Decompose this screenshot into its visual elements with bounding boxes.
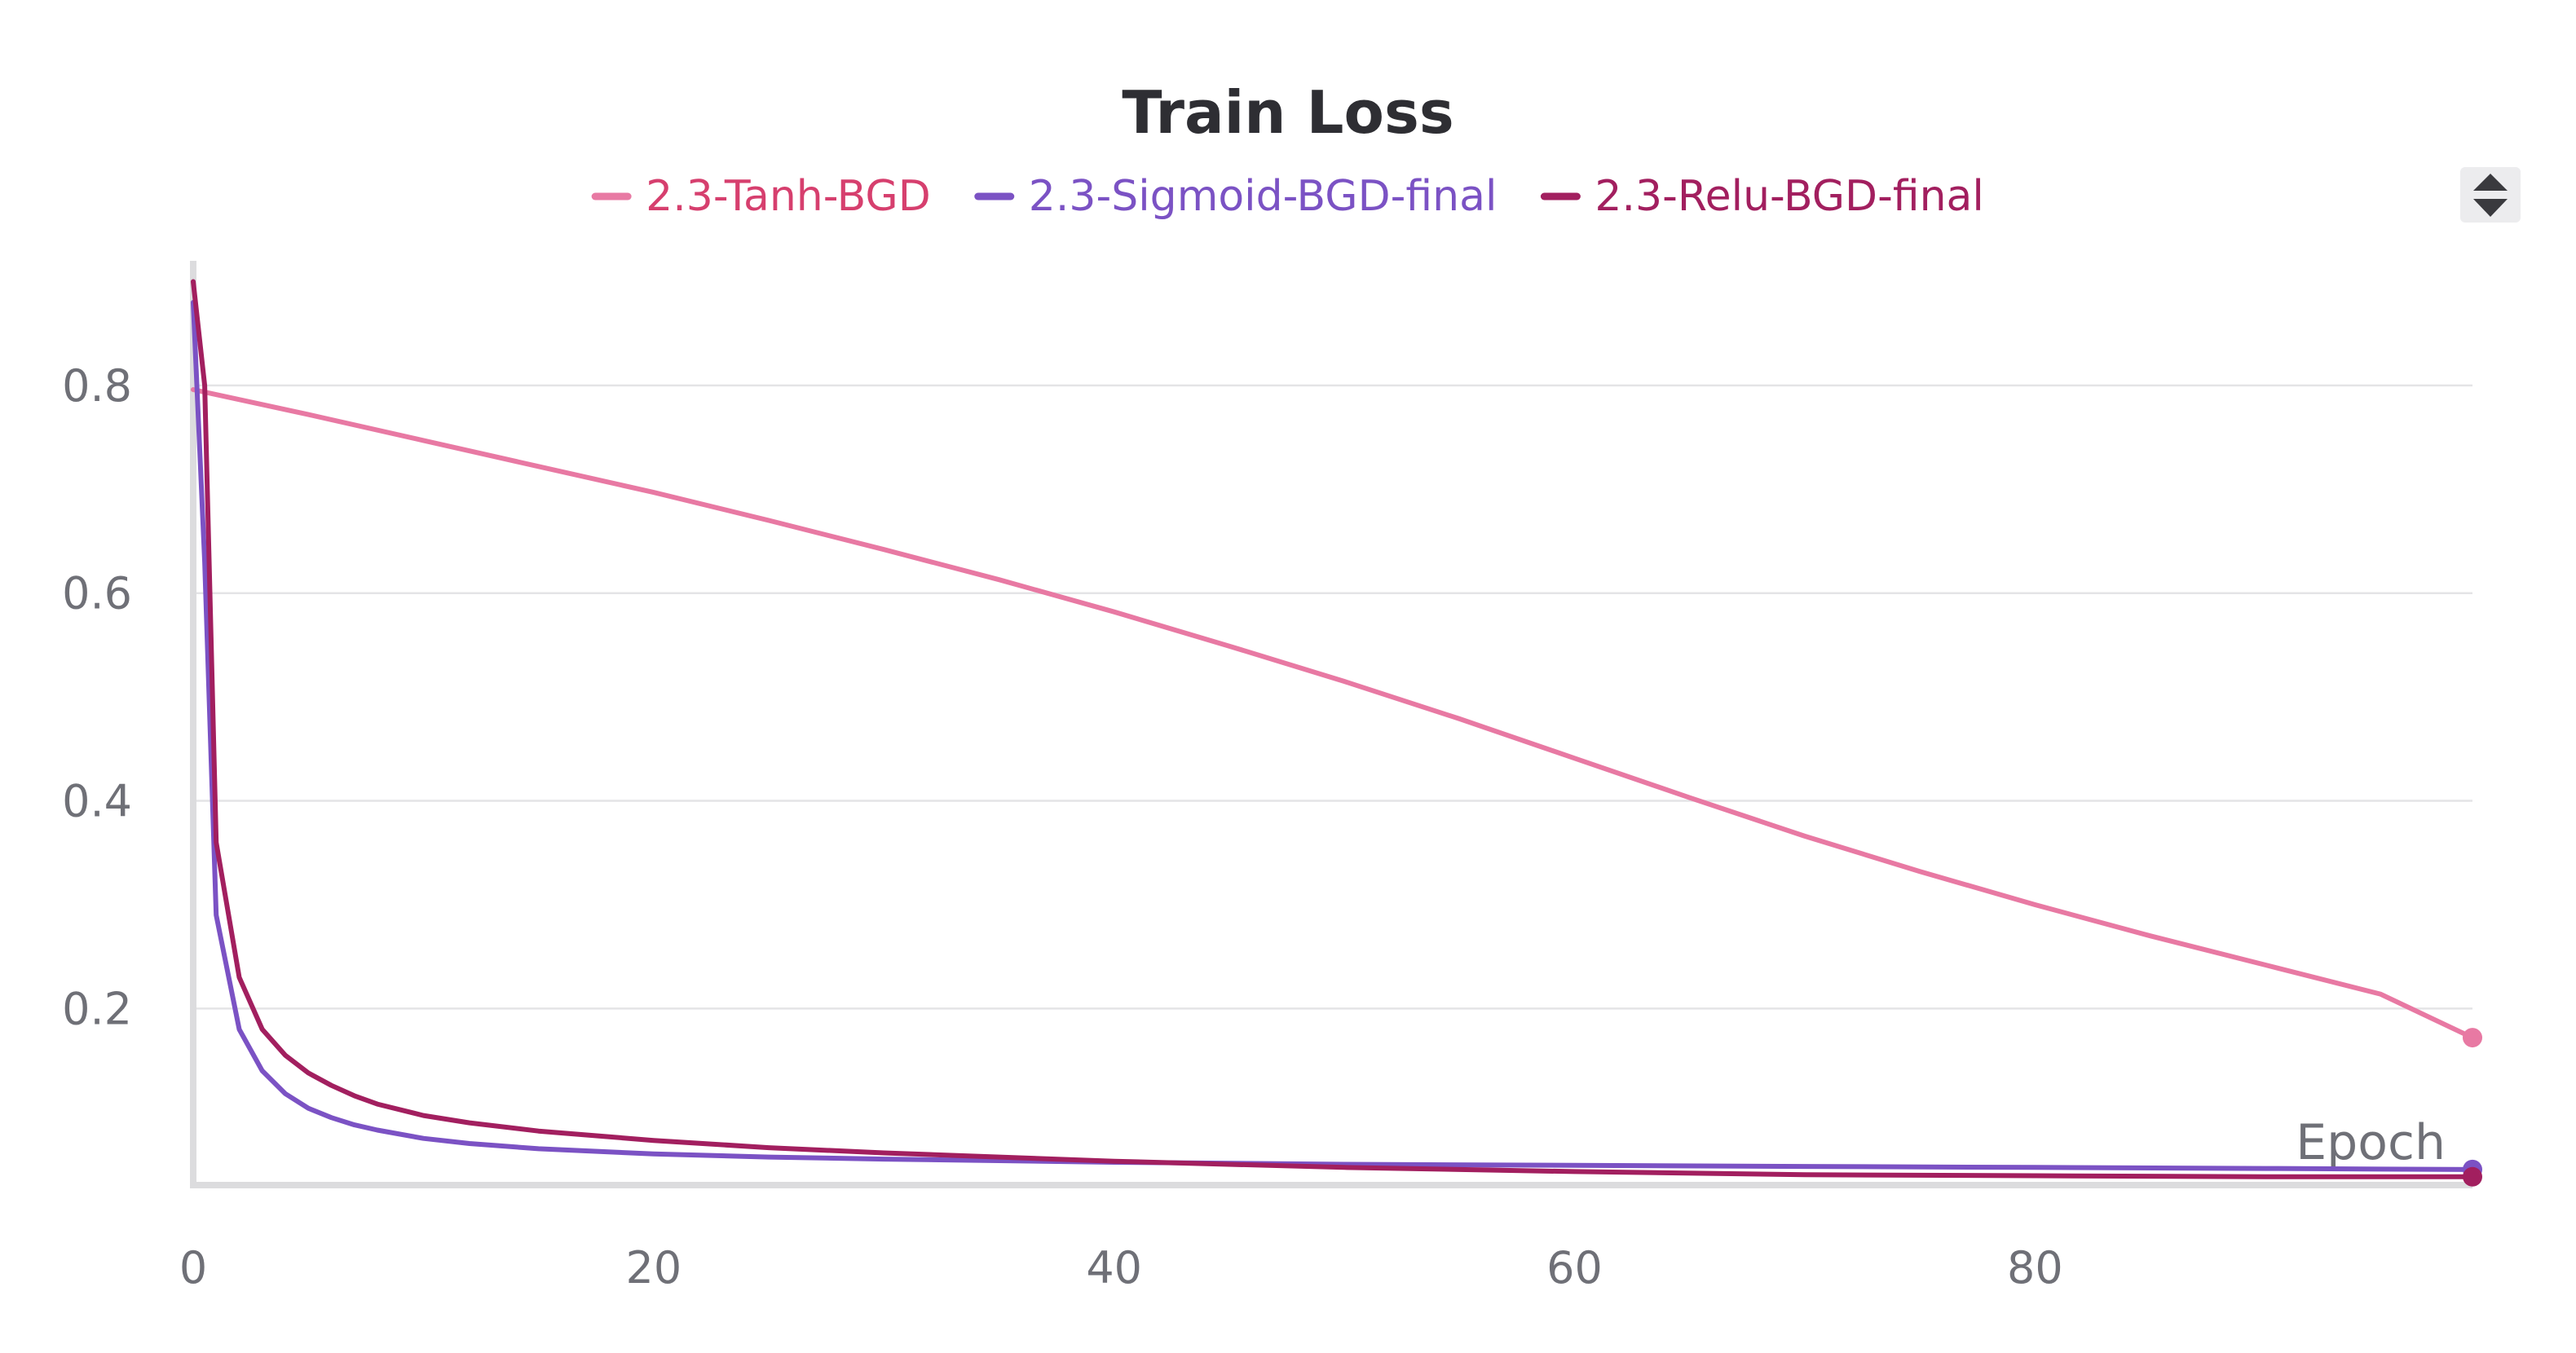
y-tick-label: 0.8 bbox=[62, 360, 132, 412]
series-line-2[interactable] bbox=[191, 279, 2475, 1179]
legend-item-2[interactable]: 2.3-Relu-BGD-final bbox=[1540, 172, 1984, 221]
x-tick-label: 20 bbox=[625, 1242, 681, 1294]
chevron-up-icon[interactable] bbox=[2473, 174, 2508, 191]
x-tick-label: 80 bbox=[2007, 1242, 2063, 1294]
x-tick-label: 0 bbox=[179, 1242, 207, 1294]
series-line-1[interactable] bbox=[191, 300, 2475, 1172]
series-end-point-0[interactable] bbox=[2463, 1028, 2482, 1048]
series-end-point-2[interactable] bbox=[2463, 1166, 2482, 1187]
legend-item-1[interactable]: 2.3-Sigmoid-BGD-final bbox=[974, 172, 1498, 221]
legend-scroll-control[interactable] bbox=[2460, 167, 2521, 223]
legend-label: 2.3-Sigmoid-BGD-final bbox=[1029, 172, 1498, 221]
chevron-down-icon[interactable] bbox=[2473, 199, 2508, 217]
y-tick-label: 0.4 bbox=[62, 776, 132, 827]
legend-item-0[interactable]: 2.3-Tanh-BGD bbox=[591, 172, 931, 221]
y-axis-ticks: 0.2 0.4 0.6 0.8 bbox=[62, 360, 132, 1034]
legend-label: 2.3-Tanh-BGD bbox=[646, 172, 931, 221]
series-layer bbox=[191, 279, 2482, 1187]
grid-lines bbox=[193, 384, 2472, 1010]
chart-title: Train Loss bbox=[1122, 78, 1453, 147]
x-axis-ticks: 0 20 40 60 80 bbox=[179, 1169, 2063, 1294]
x-axis-label: Epoch bbox=[2296, 1114, 2446, 1171]
series-line-0[interactable] bbox=[191, 387, 2475, 1041]
y-tick-label: 0.2 bbox=[62, 983, 132, 1034]
legend-label: 2.3-Relu-BGD-final bbox=[1595, 172, 1983, 221]
x-tick-label: 60 bbox=[1546, 1242, 1603, 1294]
chart-legend[interactable]: 2.3-Tanh-BGD 2.3-Sigmoid-BGD-final 2.3-Rel… bbox=[591, 172, 1984, 221]
y-tick-label: 0.6 bbox=[62, 568, 132, 619]
legend-scroll-background bbox=[2460, 167, 2521, 223]
x-tick-label: 40 bbox=[1086, 1242, 1142, 1294]
